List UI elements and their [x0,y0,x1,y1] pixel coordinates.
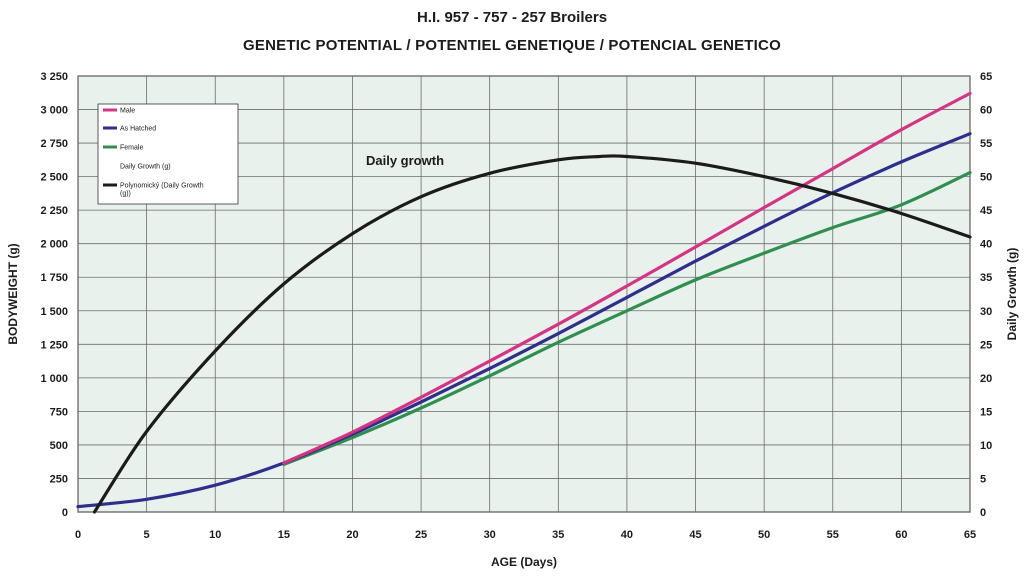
legend-label: Male [120,108,135,115]
legend-label: Female [120,145,143,152]
x-tick-label: 55 [827,529,839,541]
y-tick-label: 2 750 [40,138,68,150]
y2-tick-label: 35 [980,272,992,284]
chart-subtitle: GENETIC POTENTIAL / POTENTIEL GENETIQUE … [243,37,781,54]
x-tick-label: 0 [75,529,81,541]
x-tick-label: 25 [415,529,427,541]
y2-tick-label: 30 [980,306,992,318]
legend-label-line: (g)) [120,191,131,198]
chart-annotation: Daily growth [366,153,444,168]
y-tick-label: 2 000 [40,239,68,251]
y-tick-label: 750 [50,406,68,418]
legend: Male As Hatched Female Daily Growth (g) Poly… [97,103,239,205]
legend-label-line: Polynomický (Daily Growth [120,183,204,190]
y2-tick-label: 60 [980,105,992,117]
y-tick-label: 1 500 [40,306,68,318]
y2-tick-label: 15 [980,406,992,418]
x-tick-label: 65 [964,529,976,541]
x-tick-label: 35 [552,529,564,541]
y-tick-label: 1 250 [40,339,68,351]
series-line-male [282,91,972,465]
y-tick-label: 3 250 [40,71,68,83]
y-tick-label: 250 [50,473,68,485]
x-tick-label: 20 [346,529,358,541]
y2-tick-label: 40 [980,239,992,251]
series-line-as-hatched [76,132,972,509]
legend-label: Polynomický (Daily Growth (g)) [120,183,204,198]
y2-tick-label: 65 [980,71,992,83]
y2-tick-label: 5 [980,473,986,485]
y2-axis-label: Daily Growth (g) [1005,248,1019,341]
y-tick-label: 500 [50,440,68,452]
y2-tick-label: 20 [980,373,992,385]
series-line-polynomick-daily-growth-g [92,154,972,514]
x-tick-label: 40 [621,529,633,541]
legend-label: Daily Growth (g) [120,164,171,171]
y2-tick-label: 0 [980,507,986,519]
legend-label: As Hatched [120,126,156,133]
y2-tick-label: 50 [980,172,992,184]
y-axis-label: BODYWEIGHT (g) [6,243,20,344]
x-tick-label: 10 [209,529,221,541]
y-tick-label: 3 000 [40,105,68,117]
x-tick-label: 15 [278,529,290,541]
series-line-female [282,171,972,466]
x-tick-label: 5 [144,529,150,541]
y-tick-label: 2 250 [40,205,68,217]
y-tick-label: 1 750 [40,272,68,284]
legend-box [97,103,239,205]
y2-tick-label: 55 [980,138,992,150]
x-axis-label: AGE (Days) [491,555,557,569]
x-tick-label: 30 [484,529,496,541]
y2-tick-label: 45 [980,205,992,217]
y2-tick-label: 25 [980,339,992,351]
chart-title: H.I. 957 - 757 - 257 Broilers [416,9,608,26]
y2-tick-label: 10 [980,440,992,452]
y-tick-label: 2 500 [40,172,68,184]
y-tick-label: 0 [62,507,68,519]
x-tick-label: 50 [758,529,770,541]
x-tick-label: 45 [689,529,701,541]
y-tick-label: 1 000 [40,373,68,385]
x-tick-label: 60 [895,529,907,541]
gridlines [77,75,971,513]
